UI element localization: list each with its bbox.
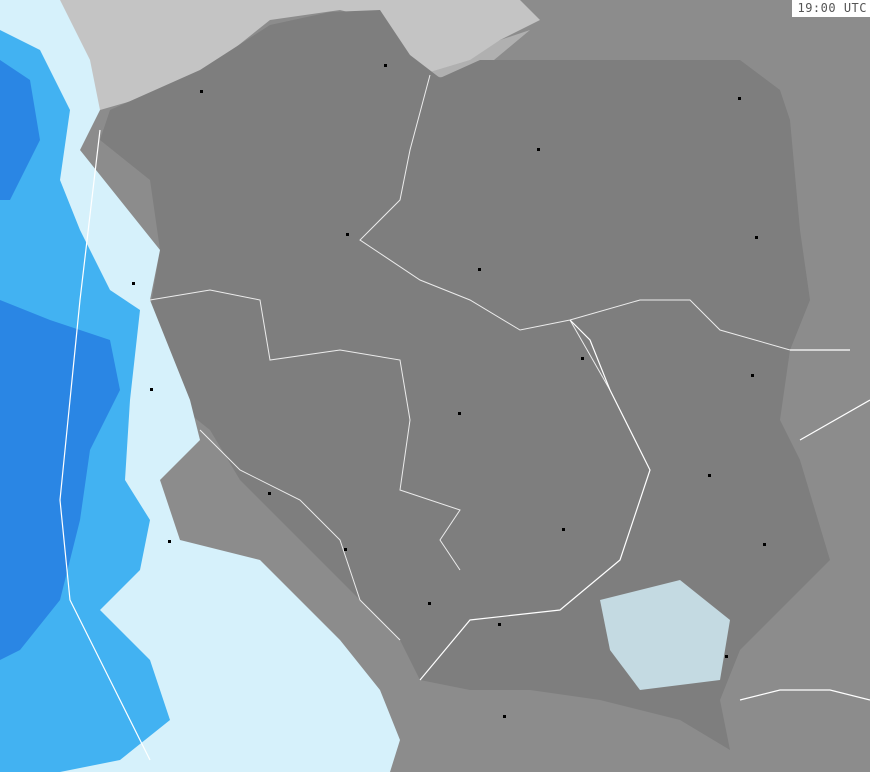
city-marker bbox=[132, 282, 135, 285]
baltic-sea bbox=[0, 0, 540, 120]
city-marker bbox=[537, 148, 540, 151]
city-marker bbox=[503, 715, 506, 718]
city-marker bbox=[751, 374, 754, 377]
city-marker bbox=[168, 540, 171, 543]
city-marker bbox=[458, 412, 461, 415]
city-marker bbox=[268, 492, 271, 495]
precipitation-light bbox=[600, 580, 730, 690]
vistula-lagoon bbox=[420, 30, 530, 80]
time-label: 19:00 UTC bbox=[792, 0, 870, 17]
country-borders bbox=[59, 129, 870, 761]
cities bbox=[132, 64, 766, 718]
city-marker bbox=[725, 655, 728, 658]
city-marker bbox=[344, 548, 347, 551]
city-marker bbox=[562, 528, 565, 531]
city-marker bbox=[498, 623, 501, 626]
precipitation-heavy bbox=[0, 60, 40, 200]
city-marker bbox=[200, 90, 203, 93]
city-marker bbox=[738, 97, 741, 100]
city-marker bbox=[763, 543, 766, 546]
city-marker bbox=[581, 357, 584, 360]
voivodeship-borders bbox=[149, 74, 791, 641]
city-marker bbox=[384, 64, 387, 67]
city-marker bbox=[150, 388, 153, 391]
precipitation-heavy bbox=[0, 300, 120, 660]
city-marker bbox=[755, 236, 758, 239]
city-marker bbox=[428, 602, 431, 605]
city-marker bbox=[478, 268, 481, 271]
poland-territory bbox=[100, 10, 830, 750]
city-marker bbox=[346, 233, 349, 236]
city-marker bbox=[708, 474, 711, 477]
